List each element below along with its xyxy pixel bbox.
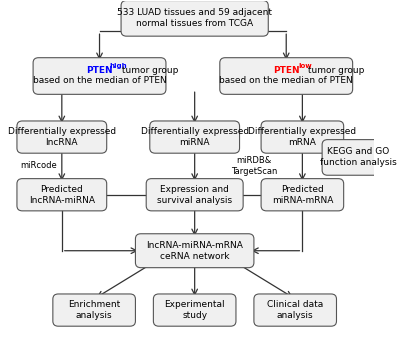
Text: tumor group: tumor group — [305, 66, 365, 75]
FancyBboxPatch shape — [121, 1, 268, 36]
FancyBboxPatch shape — [146, 179, 243, 211]
FancyBboxPatch shape — [261, 121, 344, 153]
Text: Enrichment
analysis: Enrichment analysis — [68, 300, 120, 320]
FancyBboxPatch shape — [254, 294, 336, 326]
Text: PTEN: PTEN — [273, 66, 300, 75]
Text: high: high — [109, 63, 127, 69]
Text: Clinical data
analysis: Clinical data analysis — [267, 300, 323, 320]
FancyBboxPatch shape — [150, 121, 240, 153]
FancyBboxPatch shape — [220, 58, 353, 94]
FancyBboxPatch shape — [33, 58, 166, 94]
Text: tumor group: tumor group — [118, 66, 178, 75]
Text: lncRNA-miRNA-mRNA
ceRNA network: lncRNA-miRNA-mRNA ceRNA network — [146, 241, 243, 261]
FancyBboxPatch shape — [17, 121, 107, 153]
FancyBboxPatch shape — [261, 179, 344, 211]
FancyBboxPatch shape — [322, 140, 394, 175]
Text: based on the median of PTEN: based on the median of PTEN — [219, 76, 353, 85]
Text: miRcode: miRcode — [20, 161, 57, 170]
Text: Differentially expressed
miRNA: Differentially expressed miRNA — [141, 127, 249, 147]
Text: 533 LUAD tissues and 59 adjacent
normal tissues from TCGA: 533 LUAD tissues and 59 adjacent normal … — [117, 8, 272, 28]
FancyBboxPatch shape — [153, 294, 236, 326]
Text: Predicted
lncRNA-miRNA: Predicted lncRNA-miRNA — [29, 185, 95, 205]
Text: Predicted
miRNA-mRNA: Predicted miRNA-mRNA — [272, 185, 333, 205]
FancyBboxPatch shape — [17, 179, 107, 211]
Text: Differentially expressed
lncRNA: Differentially expressed lncRNA — [8, 127, 116, 147]
Text: Expression and
survival analysis: Expression and survival analysis — [157, 185, 232, 205]
Text: low: low — [298, 63, 312, 69]
Text: based on the median of PTEN: based on the median of PTEN — [33, 76, 166, 85]
Text: Experimental
study: Experimental study — [164, 300, 225, 320]
Text: PTEN: PTEN — [86, 66, 113, 75]
FancyBboxPatch shape — [136, 234, 254, 268]
Text: Differentially expressed
mRNA: Differentially expressed mRNA — [248, 127, 356, 147]
FancyBboxPatch shape — [53, 294, 136, 326]
Text: KEGG and GO
function analysis: KEGG and GO function analysis — [320, 147, 396, 168]
Text: miRDB&
TargetScan: miRDB& TargetScan — [231, 156, 277, 176]
